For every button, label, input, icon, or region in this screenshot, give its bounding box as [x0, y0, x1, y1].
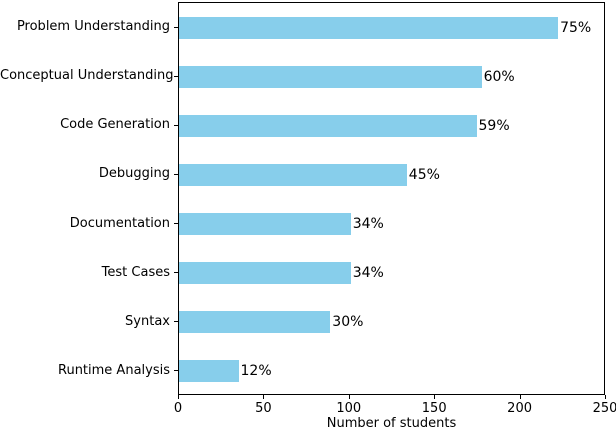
- bar-row: 34%: [179, 213, 604, 236]
- bar: [179, 16, 559, 39]
- bar-value-label: 59%: [478, 117, 510, 134]
- bar-row: 59%: [179, 114, 604, 137]
- x-tick-label: 250: [592, 401, 616, 416]
- y-tick-label: Debugging: [98, 166, 170, 182]
- x-tick-label: 200: [507, 401, 533, 416]
- bar-value-label: 60%: [483, 68, 515, 85]
- x-tick-mark: [263, 395, 265, 399]
- bar-row: 34%: [179, 262, 604, 285]
- y-tick-label: Conceptual Understanding: [0, 68, 174, 84]
- x-tick-mark: [605, 395, 606, 399]
- bar: [179, 213, 351, 236]
- bar-value-label: 30%: [332, 314, 364, 331]
- bar-row: 45%: [179, 163, 604, 186]
- bar: [179, 311, 331, 334]
- x-tick-mark: [178, 395, 179, 399]
- y-tick-label: Code Generation: [60, 117, 170, 133]
- y-tick-mark: [174, 272, 178, 274]
- plot-area: 75% 60% 59% 45% 34% 34% 30% 12%: [178, 2, 605, 395]
- bar: [179, 114, 477, 137]
- y-tick-label: Runtime Analysis: [58, 362, 170, 378]
- x-axis-title: Number of students: [326, 416, 457, 430]
- bar: [179, 262, 351, 285]
- y-axis-labels: Problem Understanding Conceptual Understa…: [0, 2, 174, 395]
- bar-value-label: 45%: [408, 166, 440, 183]
- x-tick-mark: [519, 395, 521, 399]
- bar: [179, 360, 239, 383]
- bar-row: 75%: [179, 16, 604, 39]
- y-tick-mark: [174, 321, 178, 323]
- y-tick-label: Problem Understanding: [16, 19, 170, 35]
- y-tick-label: Syntax: [125, 313, 170, 329]
- x-tick-label: 50: [255, 401, 272, 416]
- x-tick-label: 0: [173, 401, 183, 416]
- x-tick-label: 150: [421, 401, 447, 416]
- x-tick-mark: [348, 395, 350, 399]
- y-tick-mark: [174, 173, 178, 175]
- y-tick-label: Documentation: [69, 215, 170, 231]
- x-tick-mark: [434, 395, 436, 399]
- y-tick-label: Test Cases: [101, 264, 170, 280]
- bar-value-label: 12%: [240, 363, 272, 380]
- y-tick-mark: [174, 26, 178, 28]
- bar-row: 12%: [179, 360, 604, 383]
- y-tick-mark: [174, 370, 178, 372]
- bar-row: 60%: [179, 65, 604, 88]
- bar: [179, 65, 482, 88]
- y-tick-mark: [174, 75, 178, 77]
- bar-value-label: 34%: [352, 216, 384, 233]
- y-tick-mark: [174, 223, 178, 225]
- y-tick-mark: [174, 124, 178, 126]
- bar-value-label: 75%: [560, 19, 592, 36]
- bar-value-label: 34%: [352, 265, 384, 282]
- x-tick-label: 100: [336, 401, 362, 416]
- bar-row: 30%: [179, 311, 604, 334]
- bar: [179, 163, 407, 186]
